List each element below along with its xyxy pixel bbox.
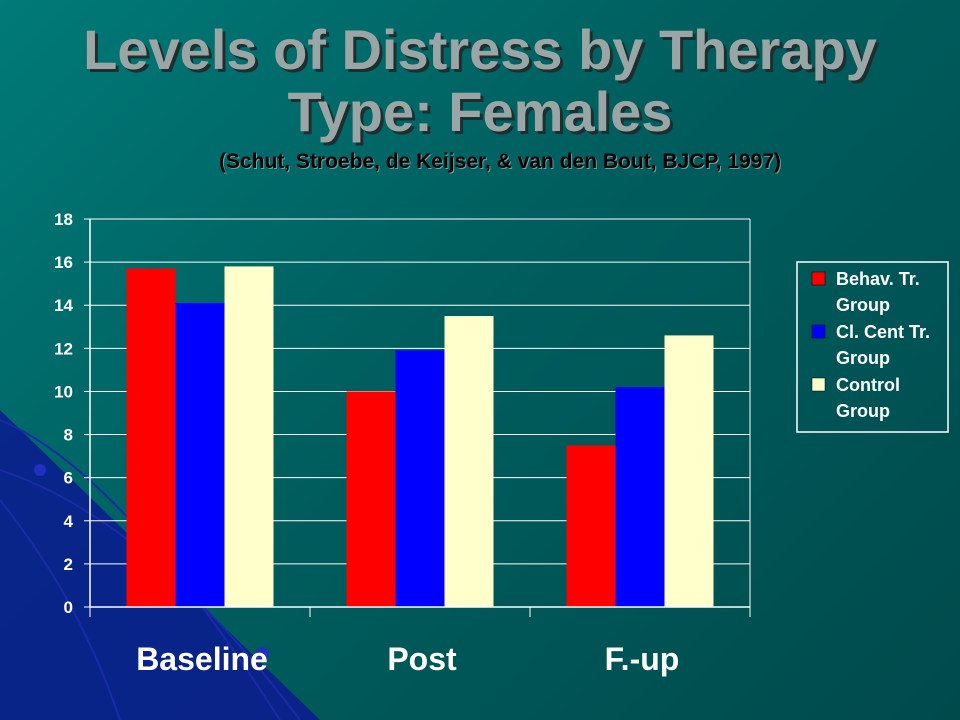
legend-label: Group xyxy=(836,348,890,368)
bar xyxy=(444,316,494,607)
legend-label: Cl. Cent Tr. xyxy=(836,322,930,342)
category-labels: Baseline Post F.-up xyxy=(136,641,679,677)
slide-subtitle: (Schut, Stroebe, de Keijser, & van den B… xyxy=(218,150,782,173)
y-tick-labels: 0 2 4 6 8 10 12 14 16 18 xyxy=(54,210,73,617)
y-tick-label: 4 xyxy=(64,512,74,531)
legend-label: Behav. Tr. xyxy=(836,269,920,289)
legend-label: Group xyxy=(836,295,890,315)
axes xyxy=(84,218,751,617)
y-tick-label: 6 xyxy=(64,469,73,488)
bar xyxy=(664,335,714,607)
legend: Behav. Tr. Group Cl. Cent Tr. Group Control G… xyxy=(796,261,949,433)
slide-title-line2: Type: Females xyxy=(287,80,673,143)
legend-swatch xyxy=(811,271,826,286)
legend-label: Group xyxy=(836,401,890,421)
category-label: Post xyxy=(387,641,457,677)
y-tick-label: 8 xyxy=(64,426,73,445)
bar xyxy=(615,387,665,607)
bar xyxy=(346,391,396,607)
y-tick-label: 18 xyxy=(54,210,73,229)
y-tick-label: 14 xyxy=(54,296,73,315)
bars xyxy=(126,266,714,607)
legend-swatch xyxy=(811,377,826,392)
bar xyxy=(126,268,176,607)
y-tick-label: 10 xyxy=(54,382,73,401)
slide-title-line1: Levels of Distress by Therapy xyxy=(83,18,877,81)
category-label: Baseline xyxy=(136,641,268,677)
legend-swatch xyxy=(811,324,826,339)
bar xyxy=(175,303,225,607)
y-tick-label: 0 xyxy=(64,598,73,617)
legend-box xyxy=(796,261,949,433)
category-label: F.-up xyxy=(605,641,680,677)
y-tick-label: 12 xyxy=(54,339,73,358)
legend-label: Control xyxy=(836,375,900,395)
bar xyxy=(224,266,274,607)
bar xyxy=(395,350,445,607)
y-tick-label: 16 xyxy=(54,253,73,272)
bar xyxy=(566,445,616,607)
y-tick-label: 2 xyxy=(64,555,73,574)
